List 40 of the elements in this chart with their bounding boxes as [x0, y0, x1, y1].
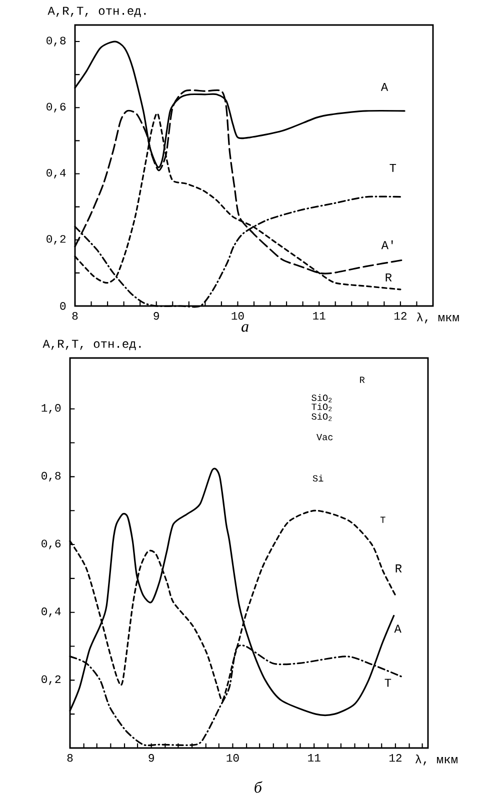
x-tick-label: 9	[154, 312, 159, 320]
series-label: A	[380, 83, 388, 91]
series-label: A	[394, 624, 402, 633]
y-tick-label: 0,4	[42, 608, 61, 618]
x-tick-label: 10	[232, 312, 244, 320]
annotation: R	[360, 376, 365, 383]
y-tick-label: 0,4	[46, 168, 66, 179]
x-tick-label: 8	[72, 312, 78, 320]
text: а	[242, 324, 248, 332]
y-axis-title: A,R,T, отн.ед.	[48, 6, 146, 18]
x-tick-label: 11	[308, 754, 320, 762]
x-tick-label: 8	[67, 754, 73, 762]
y-tick-label: 0,6	[46, 102, 66, 112]
x-tick-label: 12	[389, 754, 402, 762]
x-tick-label: 9	[148, 754, 154, 762]
x-tick-label: 10	[226, 754, 239, 762]
annotation: T	[380, 516, 386, 523]
x-tick-label: 12	[394, 312, 406, 320]
x-axis-title: λ, мкм	[415, 754, 458, 766]
y-tick-label: 0,2	[46, 235, 66, 245]
annotation: SiO$_{2}$	[312, 394, 332, 402]
x-tick-label: 11	[313, 312, 326, 320]
y-tick-label: 0,8	[42, 472, 61, 482]
y-tick-label: 0,2	[42, 675, 60, 685]
series-label: R	[386, 274, 392, 282]
y-tick-label: 0,8	[46, 36, 66, 46]
annotation: Vac	[316, 434, 333, 440]
text: б	[254, 781, 262, 793]
x-axis-title: λ, мкм	[416, 312, 459, 324]
annotation: Si	[312, 474, 324, 482]
y-tick-label: 0,6	[42, 540, 61, 550]
series-label: A'	[381, 240, 393, 250]
text: T	[390, 164, 396, 172]
series-label: T	[384, 678, 392, 687]
y-axis-title: A,R,T, отн.ед.	[42, 340, 141, 350]
y-tick-label: 0	[60, 302, 66, 310]
annotation: SiO$_{2}$	[312, 412, 332, 421]
y-tick-label: 1,0	[42, 404, 61, 414]
series-label: R	[396, 564, 402, 572]
annotation: TiO$_{2}$	[312, 403, 332, 412]
